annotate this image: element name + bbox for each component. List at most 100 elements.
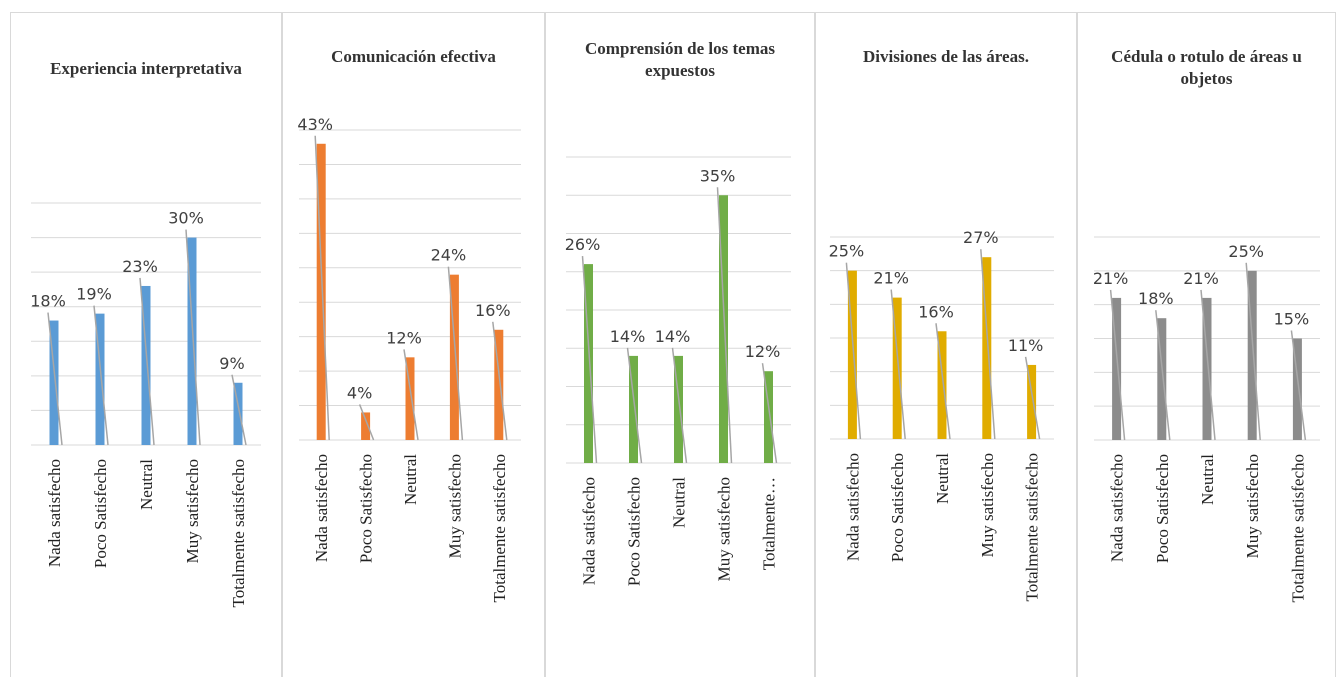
leader-line [1200, 289, 1216, 441]
data-label: 25% [1228, 242, 1264, 261]
bar [1202, 297, 1212, 440]
data-label: 12% [386, 328, 422, 347]
chart-panel: Divisiones de las áreas. 25% Nada satisfec… [815, 12, 1077, 677]
x-tick-label: Nada satisfecho [843, 453, 862, 561]
leader-line [93, 305, 109, 446]
data-label: 18% [1138, 289, 1174, 308]
x-tick-label: Totalmente satisfecho [229, 459, 248, 607]
bar [49, 320, 59, 445]
leader-line [845, 262, 862, 440]
data-label: 14% [610, 327, 646, 346]
x-tick-label: Muy satisfecho [978, 453, 997, 557]
chart-panel: Experiencia interpretativa 18% Nada satisf… [10, 12, 282, 677]
leader-line [671, 347, 688, 464]
bar [1157, 318, 1167, 440]
leader-line [447, 266, 464, 441]
leader-line [581, 256, 598, 464]
bar [494, 329, 504, 440]
x-tick-label: Poco Satisfecho [91, 459, 110, 568]
data-label: 9% [219, 354, 244, 373]
leader-line [716, 187, 733, 464]
bar [629, 355, 638, 463]
data-label: 21% [873, 269, 909, 288]
chart-title: Experiencia interpretativa [50, 59, 242, 78]
leader-line [935, 323, 951, 440]
x-tick-label: Poco Satisfecho [1153, 454, 1172, 563]
bar [892, 297, 902, 439]
data-label: 35% [700, 166, 736, 185]
chart: 26% Nada satisfecho 14% Poco Satisfecho 14% N… [565, 156, 791, 586]
leader-line [1290, 330, 1307, 441]
data-label: 16% [475, 301, 511, 320]
chart-title: Divisiones de las áreas. [863, 47, 1029, 66]
leader-line [358, 404, 375, 441]
data-label: 23% [122, 257, 158, 276]
data-label: 21% [1093, 269, 1129, 288]
bar [764, 371, 773, 463]
chart: 43% Nada satisfecho 4% Poco Satisfecho 12% Ne… [297, 115, 521, 602]
data-label: 27% [963, 228, 999, 247]
bar [674, 355, 683, 463]
leader-line [314, 135, 330, 441]
data-label: 14% [655, 327, 691, 346]
x-tick-label: Muy satisfecho [715, 477, 734, 581]
data-label: 43% [297, 115, 333, 134]
data-label: 11% [1008, 336, 1044, 355]
x-tick-label: Neutral [1198, 454, 1217, 505]
x-tick-label: Poco Satisfecho [625, 477, 644, 586]
x-tick-label: Neutral [933, 453, 952, 504]
leader-line [980, 249, 996, 440]
data-label: 12% [745, 342, 781, 361]
x-tick-label: Muy satisfecho [445, 454, 464, 558]
leader-line [626, 347, 643, 464]
bar [937, 331, 947, 439]
bar [1027, 364, 1037, 439]
x-tick-label: Nada satisfecho [312, 454, 331, 562]
bar [233, 382, 243, 445]
bar [95, 313, 105, 445]
bar [1112, 297, 1122, 440]
x-tick-label: Totalmente satisfecho [1023, 453, 1042, 601]
chart-panel: Comprensión de los temas expuestos 26% Nad… [545, 12, 815, 677]
x-tick-label: Muy satisfecho [183, 459, 202, 563]
chart: 25% Nada satisfecho 21% Poco Satisfecho 16% N… [829, 228, 1054, 601]
leader-line [47, 312, 63, 446]
x-tick-label: Neutral [670, 477, 689, 528]
x-tick-label: Neutral [137, 459, 156, 510]
bar [847, 270, 857, 439]
bar [719, 195, 728, 463]
data-label: 25% [829, 242, 865, 261]
data-label: 19% [76, 285, 112, 304]
chart: 18% Nada satisfecho 19% Poco Satisfecho 23% N… [30, 202, 261, 607]
data-label: 15% [1274, 310, 1310, 329]
bar [316, 143, 326, 440]
bar [141, 285, 151, 445]
leader-line [890, 289, 906, 440]
leader-line [761, 363, 778, 464]
chart-panel: Comunicación efectiva 43% Nada satisfecho 4… [282, 12, 545, 677]
x-tick-label: Poco Satisfecho [888, 453, 907, 562]
bar [361, 412, 371, 440]
chart-title: Comunicación efectiva [331, 47, 496, 66]
chart-title: Cédula o rotulo de áreas u objetos [1111, 47, 1302, 88]
x-tick-label: Totalmente… [760, 477, 779, 570]
chart-panel: Cédula o rotulo de áreas u objetos 21% Nad… [1077, 12, 1336, 677]
x-tick-label: Nada satisfecho [580, 477, 599, 585]
data-label: 30% [168, 209, 204, 228]
leader-line [403, 349, 419, 441]
bar [187, 237, 197, 445]
x-tick-label: Neutral [401, 454, 420, 505]
x-tick-label: Totalmente satisfecho [490, 454, 509, 602]
chart-title: Comprensión de los temas expuestos [585, 39, 775, 80]
x-tick-label: Poco Satisfecho [357, 454, 376, 563]
x-tick-label: Nada satisfecho [45, 459, 64, 567]
leader-line [231, 374, 247, 446]
data-label: 21% [1183, 269, 1219, 288]
x-tick-label: Nada satisfecho [1108, 454, 1127, 562]
chart: 21% Nada satisfecho 18% Poco Satisfecho 21% N… [1093, 236, 1320, 602]
leader-line [1109, 289, 1126, 441]
leader-line [492, 321, 508, 441]
bar [405, 357, 415, 440]
data-label: 4% [347, 383, 372, 402]
